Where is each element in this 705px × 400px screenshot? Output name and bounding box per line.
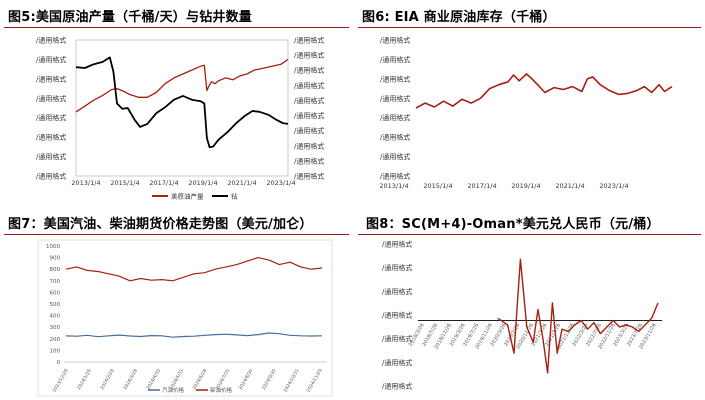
fig5-x-tick-label: 2015/1/4 [110, 179, 139, 187]
fig6-y-tick-label: /通用格式 [380, 94, 410, 103]
fig5-right-tick-label: /通用格式 [294, 96, 324, 105]
fig7-x-tick-label: 2024/3/28 [122, 368, 139, 391]
fig7-title-rule [4, 234, 349, 235]
fig6-x-tick-label: 2015/1/4 [423, 182, 452, 190]
fig5-right-tick-label: /通用格式 [294, 51, 324, 60]
fig7-y-tick-label: 300 [50, 325, 61, 331]
fig6-y-tick-label: /通用格式 [380, 113, 410, 122]
fig5-title: 图5:美国原油产量（千桶/天）与钻井数量 [8, 10, 252, 25]
fig5-series-rigs-line [75, 56, 289, 149]
fig5-title-rule [4, 27, 349, 28]
fig7-y-tick-label: 400 [50, 314, 61, 320]
fig7-legend-label-diesel: 柴油价格 [210, 386, 233, 394]
fig7-y-tick-label: 100 [50, 348, 61, 354]
fig5-left-tick-label: /通用格式 [36, 152, 66, 161]
fig6-x-tick-label: 2021/1/4 [555, 182, 584, 190]
fig5-left-tick-label: /通用格式 [36, 55, 66, 64]
fig5-left-tick-label: /通用格式 [36, 113, 66, 122]
fig5-chart: /通用格式/通用格式/通用格式/通用格式/通用格式/通用格式/通用格式/通用格式… [36, 36, 324, 201]
fig5-left-tick-label: /通用格式 [36, 94, 66, 103]
fig7-x-tick-label: 2024/11/29 [306, 368, 324, 394]
fig7-series-gasoline-line [65, 332, 323, 338]
fig7-x-tick-label: 2024/4/30 [145, 368, 162, 391]
fig5-left-tick-label: /通用格式 [36, 74, 66, 83]
fig8-title: 图8：SC(M+4)-Oman*美元兑人民币（元/桶） [366, 217, 660, 232]
fig7-x-tick-label: 2024/8/30 [238, 368, 255, 391]
fig6-y-tick-label: /通用格式 [380, 172, 410, 181]
fig6-title: 图6: EIA 商业原油库存（千桶） [362, 10, 556, 25]
fig7-x-tick-label: 2024/10/31 [282, 368, 300, 394]
fig8-series-spread-line [497, 258, 659, 374]
fig5-left-tick-label: /通用格式 [36, 172, 66, 181]
fig5-legend-label-production: 美原油产量 [171, 192, 204, 201]
fig6-chart: /通用格式/通用格式/通用格式/通用格式/通用格式/通用格式/通用格式/通用格式… [379, 36, 673, 190]
fig6-series-inventory-line [415, 73, 673, 109]
fig7-x-tick-label: 2024/2/28 [99, 368, 116, 391]
fig6-y-tick-label: /通用格式 [380, 152, 410, 161]
fig7-legend-label-gasoline: 汽油价格 [162, 386, 185, 394]
fig5-left-tick-label: /通用格式 [36, 133, 66, 142]
fig5-right-tick-label: /通用格式 [294, 81, 324, 90]
fig5-x-tick-label: 2023/1/4 [266, 179, 295, 187]
fig8-title-rule [358, 234, 701, 235]
fig5-right-tick-label: /通用格式 [294, 172, 324, 181]
fig5-x-tick-label: 2021/1/4 [227, 179, 256, 187]
fig6-y-tick-label: /通用格式 [380, 74, 410, 83]
fig5-plot-frame [75, 39, 289, 177]
fig6-x-tick-label: 2023/1/4 [599, 182, 628, 190]
fig5-series-production-line [75, 58, 289, 113]
fig6-y-tick-label: /通用格式 [380, 36, 410, 45]
fig8-y-tick-label: /通用格式 [382, 358, 412, 367]
fig8-y-tick-label: /通用格式 [382, 287, 412, 296]
fig8-y-tick-label: /通用格式 [382, 311, 412, 320]
fig6-y-tick-label: /通用格式 [380, 133, 410, 142]
fig5-left-tick-label: /通用格式 [36, 36, 66, 45]
fig6-x-tick-label: 2013/1/4 [379, 182, 408, 190]
fig7-y-tick-label: 200 [50, 337, 61, 343]
fig8-y-tick-label: /通用格式 [382, 240, 412, 249]
fig8-chart: /通用格式/通用格式/通用格式/通用格式/通用格式/通用格式/通用格式2018/… [382, 240, 662, 391]
fig7-y-tick-label: 1000 [46, 244, 60, 250]
fig5-x-tick-label: 2019/1/4 [188, 179, 217, 187]
fig7-y-tick-label: 500 [50, 302, 61, 308]
fig6-y-tick-label: /通用格式 [380, 55, 410, 64]
fig7-x-tick-label: 2024/6/28 [192, 368, 209, 391]
fig7-y-tick-label: 800 [50, 267, 61, 273]
fig5-x-tick-label: 2017/1/4 [149, 179, 178, 187]
fig7-title: 图7：美国汽油、柴油期货价格走势图（美元/加仑） [8, 217, 313, 232]
fig7-x-tick-label: 2023/12/28 [52, 368, 70, 394]
fig5-right-tick-label: /通用格式 [294, 111, 324, 120]
fig7-x-tick-label: 2024/9/30 [261, 368, 278, 391]
fig6-x-tick-label: 2017/1/4 [467, 182, 496, 190]
fig7-series-diesel-line [65, 257, 323, 282]
fig6-title-rule [358, 27, 701, 28]
fig7-y-tick-label: 0 [57, 360, 61, 366]
fig7-chart: 0 100 200 300 400 500 600 700 800 900 1000 2023/12/… [37, 239, 333, 397]
fig8-y-tick-label: /通用格式 [382, 334, 412, 343]
fig5-legend-label-rigs: 钻 [231, 192, 238, 201]
fig5-x-tick-label: 2013/1/4 [71, 179, 100, 187]
fig7-y-tick-label: 900 [50, 256, 61, 262]
fig5-right-tick-label: /通用格式 [294, 66, 324, 75]
fig5-right-tick-label: /通用格式 [294, 126, 324, 135]
fig8-y-tick-label: /通用格式 [382, 382, 412, 391]
fig7-y-tick-label: 700 [50, 279, 61, 285]
fig8-y-tick-label: /通用格式 [382, 263, 412, 272]
fig5-right-tick-label: /通用格式 [294, 36, 324, 45]
fig7-x-tick-label: 2024/1/26 [76, 368, 93, 391]
fig5-right-tick-label: /通用格式 [294, 156, 324, 165]
fig6-x-tick-label: 2019/1/4 [511, 182, 540, 190]
fig5-right-tick-label: /通用格式 [294, 141, 324, 150]
fig7-chart-frame [37, 239, 333, 397]
fig7-y-tick-label: 600 [50, 290, 61, 296]
